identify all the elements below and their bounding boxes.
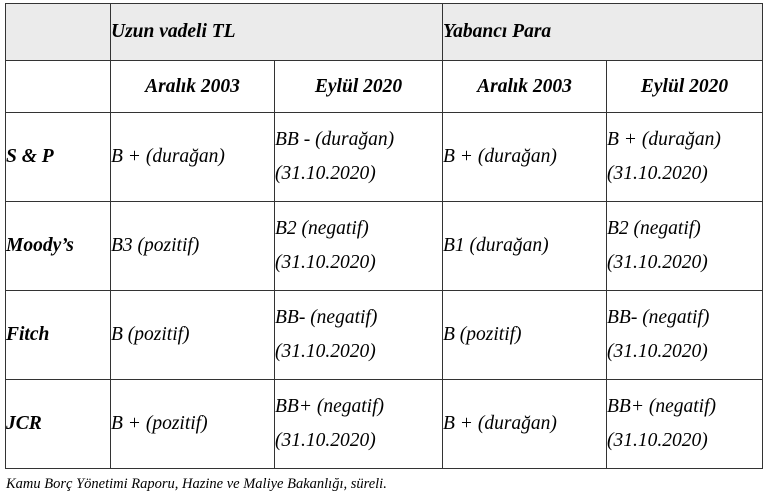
rating-value: B2 (negatif) xyxy=(275,218,369,239)
table-row: Moody’s B3 (pozitif) B2 (negatif) (31.10.… xyxy=(5,201,764,291)
date-header: Eylül 2020 xyxy=(605,60,764,113)
agency-name: Fitch xyxy=(5,290,111,380)
agency-name: Moody’s xyxy=(5,201,111,291)
rating-date: (31.10.2020) xyxy=(275,341,376,362)
rating-value: B + (durağan) xyxy=(443,146,557,167)
agency-name: JCR xyxy=(5,379,111,469)
rating-date: (31.10.2020) xyxy=(607,341,708,362)
rating-cell: B (pozitif) xyxy=(110,290,275,380)
rating-value: BB- (negatif) xyxy=(275,307,378,328)
source-note: Kamu Borç Yönetimi Raporu, Hazine ve Mal… xyxy=(6,476,387,492)
rating-value: B (pozitif) xyxy=(443,324,522,345)
table-row: JCR B + (pozitif) BB+ (negatif) (31.10.20… xyxy=(5,379,764,469)
rating-cell: BB- (negatif) (31.10.2020) xyxy=(605,290,764,380)
rating-cell: B + (durağan) xyxy=(442,112,607,202)
rating-value: B2 (negatif) xyxy=(607,218,701,239)
rating-value: B3 (pozitif) xyxy=(111,235,200,256)
date-header: Eylül 2020 xyxy=(274,60,443,113)
rating-cell: B2 (negatif) (31.10.2020) xyxy=(605,201,764,291)
rating-cell: B3 (pozitif) xyxy=(110,201,275,291)
rating-value: B + (durağan) xyxy=(443,413,557,434)
rating-cell: B1 (durağan) xyxy=(442,201,607,291)
credit-rating-table: Uzun vadeli TL Yabancı Para Aralık 2003 … xyxy=(5,3,764,469)
rating-cell: B + (durağan) (31.10.2020) xyxy=(605,112,764,202)
rating-value: B (pozitif) xyxy=(111,324,190,345)
rating-date: (31.10.2020) xyxy=(607,430,708,451)
group-header-long-term-tl: Uzun vadeli TL xyxy=(110,3,443,61)
table-row: Fitch B (pozitif) BB- (negatif) (31.10.20… xyxy=(5,290,764,380)
date-header: Aralık 2003 xyxy=(442,60,607,113)
rating-cell: BB+ (negatif) (31.10.2020) xyxy=(605,379,764,469)
corner-cell xyxy=(5,3,111,61)
rating-value: BB+ (negatif) xyxy=(275,396,385,417)
date-header: Aralık 2003 xyxy=(110,60,275,113)
rating-cell: B + (durağan) xyxy=(442,379,607,469)
rating-cell: B (pozitif) xyxy=(442,290,607,380)
group-header-row: Uzun vadeli TL Yabancı Para xyxy=(5,3,764,61)
rating-date: (31.10.2020) xyxy=(275,252,376,273)
rating-value: B1 (durağan) xyxy=(443,235,549,256)
agency-name: S & P xyxy=(5,112,111,202)
empty-header-cell xyxy=(5,60,111,113)
rating-value: B + (durağan) xyxy=(111,146,225,167)
date-header-row: Aralık 2003 Eylül 2020 Aralık 2003 Eylül… xyxy=(5,60,764,113)
rating-value: B + (durağan) xyxy=(607,129,721,150)
rating-value: B + (pozitif) xyxy=(111,413,208,434)
rating-cell: BB - (durağan) (31.10.2020) xyxy=(274,112,443,202)
rating-cell: BB- (negatif) (31.10.2020) xyxy=(274,290,443,380)
rating-date: (31.10.2020) xyxy=(275,163,376,184)
rating-value: BB+ (negatif) xyxy=(607,396,717,417)
rating-cell: B + (pozitif) xyxy=(110,379,275,469)
rating-cell: B + (durağan) xyxy=(110,112,275,202)
rating-cell: B2 (negatif) (31.10.2020) xyxy=(274,201,443,291)
rating-date: (31.10.2020) xyxy=(275,430,376,451)
group-header-foreign-currency: Yabancı Para xyxy=(441,3,764,61)
rating-value: BB- (negatif) xyxy=(607,307,710,328)
rating-date: (31.10.2020) xyxy=(607,252,708,273)
rating-cell: BB+ (negatif) (31.10.2020) xyxy=(274,379,443,469)
rating-value: BB - (durağan) xyxy=(275,129,395,150)
table-row: S & P B + (durağan) BB - (durağan) (31.10… xyxy=(5,112,764,202)
rating-date: (31.10.2020) xyxy=(607,163,708,184)
